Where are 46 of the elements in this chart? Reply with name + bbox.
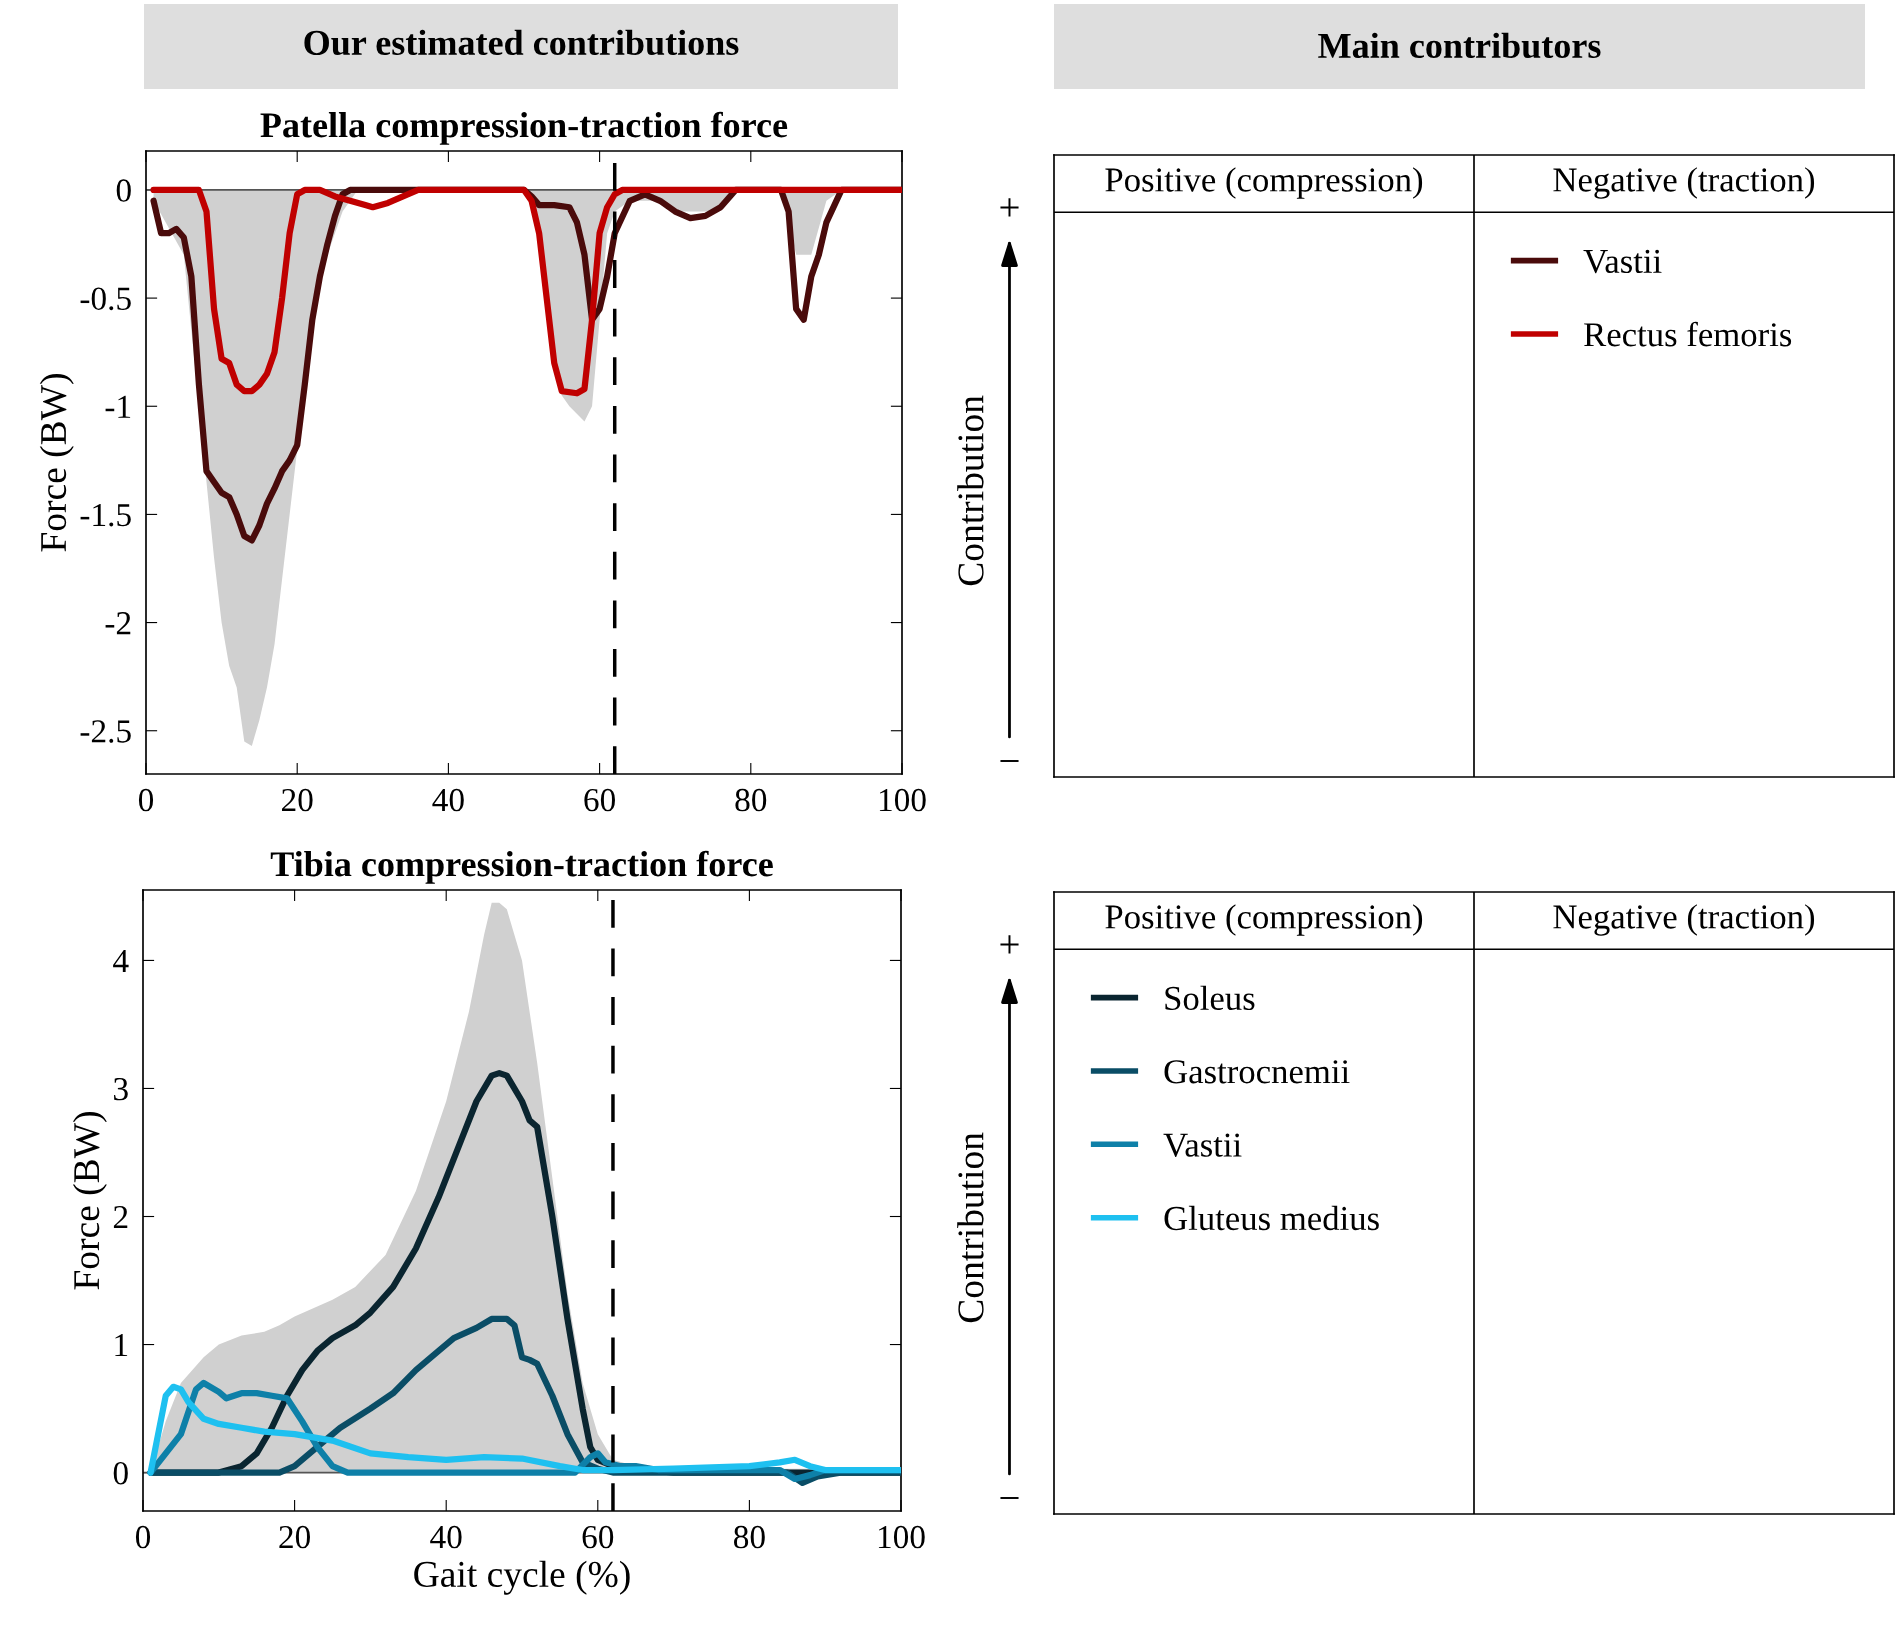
y-tick-label: -0.5	[80, 287, 131, 311]
x-tick-label: 80	[734, 1525, 765, 1549]
x-tick-label: 80	[735, 788, 767, 812]
text: −	[1000, 760, 1019, 762]
text: +	[1000, 198, 1019, 217]
legend-label: Vastii	[1163, 1133, 1242, 1158]
x-axis-title: Gait cycle (%)	[414, 1560, 630, 1595]
text: Main contributors	[1318, 32, 1601, 59]
y-tick-label: 2	[113, 1206, 128, 1229]
legend-label: Soleus	[1165, 985, 1255, 1011]
y-tick-label: -1	[105, 395, 131, 418]
y-tick-label: 0	[113, 1461, 128, 1485]
legend-label: Gluteus medius	[1164, 1205, 1379, 1231]
legend-label: Vastii	[1583, 249, 1662, 274]
text: Positive (compression)	[1105, 904, 1423, 936]
text: Negative (traction)	[1553, 904, 1815, 936]
text: Positive (compression)	[1105, 167, 1423, 199]
x-tick-label: 100	[879, 788, 926, 812]
text: +	[1000, 935, 1019, 954]
y-axis-title: Force (BW)	[39, 374, 74, 552]
text: Contribution	[957, 1132, 984, 1323]
text: −	[1000, 1497, 1019, 1499]
y-tick-label: -2	[105, 612, 131, 635]
chart-title: Patella compression-traction force	[260, 111, 788, 145]
y-tick-label: 4	[113, 950, 129, 972]
legend-label: Rectus femoris	[1584, 321, 1792, 347]
text: Contribution	[957, 395, 984, 586]
x-tick-label: 60	[582, 1525, 614, 1549]
x-tick-label: 40	[430, 1525, 462, 1549]
x-tick-label: 100	[878, 1525, 925, 1549]
x-tick-label: 0	[138, 788, 154, 812]
y-tick-label: -2.5	[80, 720, 131, 743]
y-tick-label: 0	[116, 179, 131, 202]
x-tick-label: 60	[584, 788, 615, 812]
y-tick-label: -1.5	[80, 503, 131, 527]
x-tick-label: 0	[135, 1525, 151, 1549]
x-tick-label: 40	[432, 788, 464, 812]
y-axis-title: Force (BW)	[72, 1112, 107, 1290]
x-tick-label: 20	[282, 788, 313, 812]
y-tick-label: 3	[114, 1077, 128, 1101]
text: Our estimated contributions	[304, 29, 739, 56]
y-tick-label: 1	[115, 1334, 128, 1357]
legend-label: Gastrocnemii	[1164, 1060, 1350, 1084]
chart-title: Tibia compression-traction force	[270, 850, 773, 884]
x-tick-label: 20	[279, 1525, 310, 1549]
text: Negative (traction)	[1553, 167, 1815, 199]
